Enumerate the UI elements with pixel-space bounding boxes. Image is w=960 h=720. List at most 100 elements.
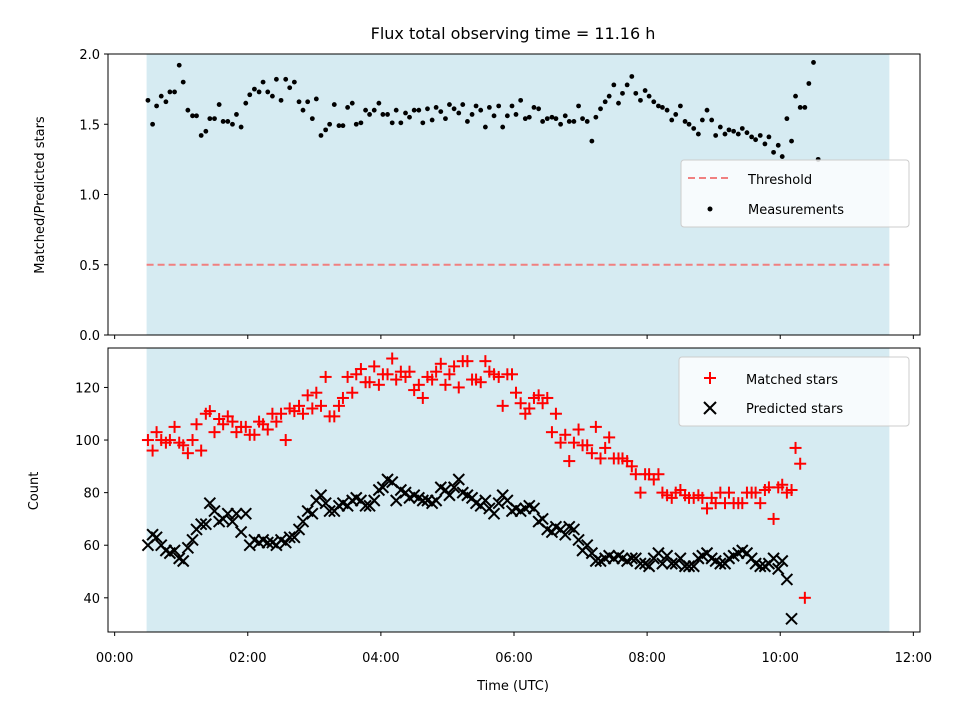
top-y-tick-label: 1.0 — [79, 189, 100, 204]
measurement-point — [252, 86, 257, 92]
bottom-y-tick-label: 60 — [83, 539, 100, 554]
matched-star-point — [572, 423, 585, 436]
measurement-point — [349, 100, 355, 106]
measurement-point — [172, 89, 177, 95]
predicted-star-point — [589, 554, 603, 568]
measurement-point — [496, 103, 502, 109]
matched-star-point — [594, 452, 607, 465]
matched-star-point — [314, 399, 327, 412]
matched-star-point — [270, 415, 283, 428]
measurement-point — [327, 121, 333, 127]
predicted-star-point — [754, 560, 767, 573]
legend-measurements-swatch — [707, 206, 713, 212]
measurement-point — [291, 79, 297, 85]
measurement-point — [278, 97, 284, 103]
measurement-point — [593, 114, 599, 120]
predicted-star-point — [296, 515, 310, 528]
measurement-point — [393, 107, 399, 113]
predicted-star-point — [359, 499, 372, 512]
x-tick-label: 00:00 — [96, 651, 133, 666]
predicted-star-point — [429, 494, 443, 507]
bottom-legend-box — [678, 356, 910, 427]
matched-star-point — [416, 391, 429, 404]
measurement-point — [500, 124, 506, 130]
measurement-point — [234, 112, 239, 117]
measurement-point — [478, 107, 484, 113]
predicted-star-point — [479, 494, 492, 507]
predicted-star-point — [776, 554, 789, 568]
measurement-point — [230, 121, 235, 127]
measurement-point — [353, 121, 359, 127]
measurement-point — [518, 97, 524, 103]
measurement-point — [247, 92, 253, 98]
measurement-point — [345, 104, 351, 110]
matched-star-point — [479, 355, 492, 368]
matched-star-point — [749, 486, 762, 499]
measurement-point — [802, 104, 808, 110]
measurement-point — [194, 113, 199, 119]
matched-star-point — [652, 468, 665, 481]
matched-star-point — [275, 407, 288, 420]
measurement-point — [784, 116, 790, 122]
measurement-point — [722, 131, 728, 137]
measurement-point — [167, 89, 173, 95]
measurement-point — [443, 116, 448, 122]
matched-star-point — [181, 447, 194, 460]
predicted-star-point — [581, 539, 594, 552]
predicted-star-point — [283, 531, 296, 544]
measurement-point — [504, 113, 510, 119]
matched-star-point — [509, 386, 522, 399]
measurement-point — [469, 112, 475, 117]
matched-star-point — [559, 428, 572, 441]
matched-star-point — [474, 376, 487, 389]
measurement-point — [642, 88, 648, 93]
matched-star-point — [554, 436, 567, 449]
measurement-point — [238, 124, 244, 130]
measurement-point — [283, 76, 289, 82]
matched-star-point — [736, 497, 749, 510]
predicted-star-point — [389, 494, 403, 507]
predicted-star-point — [487, 507, 501, 520]
matched-star-point — [452, 381, 465, 394]
measurement-point — [425, 106, 430, 112]
matched-star-point — [368, 360, 381, 373]
measurement-point — [651, 99, 657, 105]
measurement-point — [709, 117, 715, 123]
measurement-point — [150, 121, 155, 127]
predicted-star-point — [625, 552, 639, 565]
predicted-star-point — [292, 523, 306, 536]
measurement-point — [416, 107, 422, 113]
measurement-point — [726, 127, 732, 133]
predicted-star-point — [652, 546, 665, 560]
matched-star-point — [798, 591, 811, 604]
matched-star-point — [177, 439, 190, 452]
measurement-point — [358, 120, 364, 126]
matched-star-point — [563, 455, 576, 468]
measurement-point — [509, 103, 515, 109]
measurement-point — [584, 119, 590, 124]
measurement-point — [300, 107, 306, 113]
predicted-star-point — [559, 528, 572, 541]
matched-star-point — [506, 368, 519, 381]
measurement-point — [198, 133, 204, 138]
measurement-point — [553, 116, 559, 122]
measurement-point — [598, 106, 603, 112]
predicted-star-point — [492, 496, 505, 510]
measurement-point — [811, 60, 816, 65]
measurement-point — [656, 103, 661, 109]
measurement-point — [145, 97, 151, 103]
matched-star-point — [403, 365, 416, 378]
matched-star-point — [767, 512, 780, 525]
x-tick-label: 04:00 — [362, 651, 399, 666]
measurement-point — [704, 107, 710, 113]
x-tick-label: 10:00 — [761, 651, 798, 666]
measurement-point — [771, 149, 776, 155]
matched-star-point — [301, 389, 314, 402]
measurement-point — [775, 142, 781, 148]
predicted-star-point — [323, 504, 336, 518]
measurement-point — [739, 126, 745, 131]
measurement-point — [265, 89, 271, 95]
matched-star-point — [754, 497, 767, 510]
predicted-star-point — [306, 507, 319, 520]
predicted-star-point — [443, 489, 456, 502]
